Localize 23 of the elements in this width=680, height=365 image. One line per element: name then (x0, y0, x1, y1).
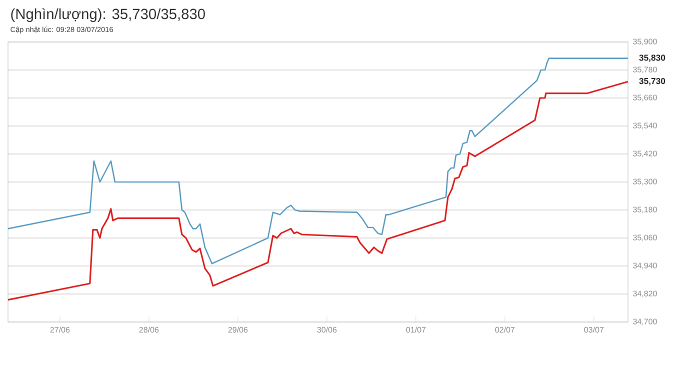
chart-title: (Nghìn/lượng): 35,730/35,830 (11, 8, 205, 22)
y-tick-label: 35,060 (633, 234, 657, 242)
y-tick-label: 35,660 (633, 94, 657, 102)
y-tick-label: 35,540 (633, 122, 657, 130)
y-tick-label: 34,940 (633, 262, 657, 270)
x-tick-label: 01/07 (406, 326, 426, 333)
data-label: 35,730 (639, 78, 666, 86)
y-tick-label: 35,900 (633, 38, 657, 46)
y-tick-label: 35,420 (633, 150, 657, 158)
x-tick-label: 30/06 (317, 326, 337, 333)
y-tick-label: 35,180 (633, 206, 657, 214)
x-tick-label: 02/07 (495, 326, 515, 333)
y-tick-label: 34,820 (633, 290, 657, 298)
y-tick-label: 35,300 (633, 178, 657, 186)
line-series (7, 58, 629, 264)
y-tick-label: 35,780 (633, 66, 657, 74)
x-tick-label: 28/06 (139, 326, 159, 333)
x-tick-label: 27/06 (50, 326, 70, 333)
data-label: 35,830 (639, 54, 666, 62)
y-tick-label: 34,700 (633, 318, 657, 326)
x-tick-label: 29/06 (228, 326, 248, 333)
x-tick-label: 03/07 (584, 326, 604, 333)
line-series (7, 80, 629, 301)
